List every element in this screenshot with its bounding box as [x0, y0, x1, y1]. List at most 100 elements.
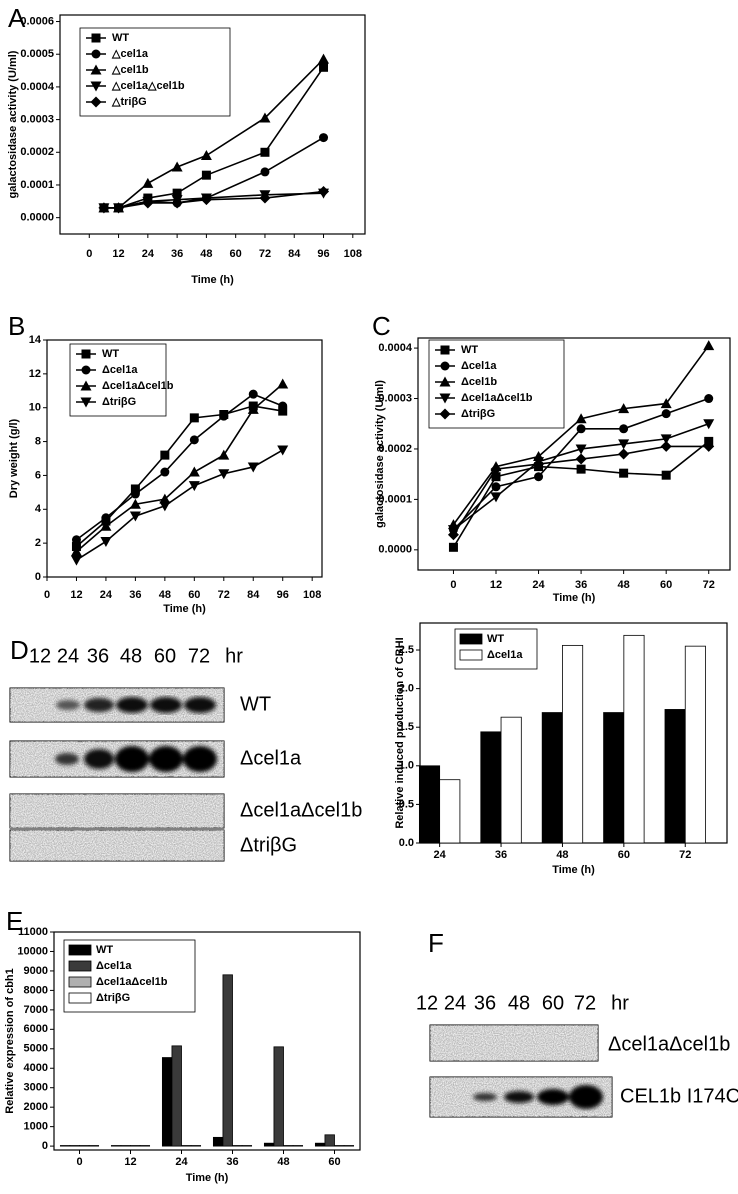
marker: [98, 202, 110, 214]
x-tick-label: 84: [247, 589, 260, 601]
y-tick-label: 0.0: [399, 837, 414, 849]
x-tick-label: 24: [142, 248, 155, 260]
x-axis-label: Time (h): [191, 274, 234, 286]
marker: [171, 161, 183, 172]
bar: [480, 731, 502, 844]
lane-label: 24: [444, 992, 466, 1014]
panel-letter: C: [372, 311, 391, 341]
y-tick-label: 0.0000: [378, 544, 412, 556]
marker: [218, 469, 230, 480]
y-tick-label: 8: [35, 435, 41, 447]
marker: [80, 380, 92, 391]
band: [150, 697, 182, 713]
band: [504, 1091, 534, 1103]
marker: [159, 493, 171, 504]
marker: [142, 197, 154, 209]
marker: [70, 555, 82, 566]
x-axis-label: Time (h): [186, 1172, 229, 1184]
legend-label: WT: [102, 348, 119, 360]
marker: [260, 167, 270, 177]
x-tick-label: 96: [277, 589, 289, 601]
legend-label: WT: [487, 633, 504, 645]
y-tick-label: 2000: [24, 1101, 48, 1113]
legend-swatch: [68, 960, 92, 972]
x-tick-label: 12: [490, 579, 502, 591]
y-tick-label: 1.0: [399, 760, 414, 772]
marker: [160, 450, 170, 460]
bar: [139, 1145, 151, 1147]
row-label: Δcel1aΔcel1b: [240, 799, 362, 821]
lane-label: 12: [416, 992, 438, 1014]
x-tick-label: 84: [288, 248, 301, 260]
bar: [684, 645, 706, 844]
legend-swatch: [68, 992, 92, 1004]
bands: [473, 1085, 603, 1109]
marker: [247, 403, 259, 414]
bar: [263, 1142, 275, 1147]
legend-label: WT: [96, 944, 113, 956]
panel-letter: E: [6, 906, 23, 936]
marker: [90, 96, 102, 108]
y-tick-label: 0.0005: [20, 48, 54, 60]
y-tick-label: 2: [35, 537, 41, 549]
legend-label: Δcel1aΔcel1b: [102, 380, 174, 392]
y-tick-label: 0.0004: [20, 81, 55, 93]
marker: [491, 472, 501, 482]
lane-label: 48: [508, 992, 530, 1014]
marker: [142, 177, 154, 188]
legend-label: Δcel1a: [461, 360, 497, 372]
x-tick-label: 60: [328, 1156, 340, 1168]
y-tick-label: 6: [35, 469, 41, 481]
x-tick-label: 60: [618, 849, 630, 861]
marker: [439, 393, 451, 404]
bar: [439, 779, 461, 844]
legend-label: WT: [461, 344, 478, 356]
bar: [110, 1145, 122, 1147]
marker: [703, 440, 715, 452]
x-tick-label: 108: [344, 248, 362, 260]
marker: [70, 546, 82, 557]
panel-letter: D: [10, 635, 29, 665]
legend-label: ΔtriβG: [461, 408, 495, 420]
marker: [319, 133, 329, 143]
y-tick-label: 2.5: [399, 644, 414, 656]
bar: [212, 1136, 224, 1147]
marker: [101, 513, 111, 523]
legend-label: △triβG: [111, 96, 147, 108]
band: [84, 749, 114, 769]
series-line: [75, 393, 284, 541]
marker: [704, 394, 714, 404]
y-tick-label: 0.5: [399, 798, 414, 810]
y-axis-label: galactosidase activity (U/ml): [374, 380, 386, 528]
marker: [188, 466, 200, 477]
bar: [232, 1145, 243, 1147]
marker: [618, 403, 630, 414]
y-tick-label: 5000: [24, 1043, 48, 1055]
x-tick-label: 60: [660, 579, 672, 591]
x-tick-label: 0: [450, 579, 456, 591]
bar: [292, 1145, 304, 1147]
x-tick-label: 96: [317, 248, 329, 260]
legend-box: [79, 27, 231, 117]
x-tick-label: 72: [679, 849, 691, 861]
y-tick-label: 0: [42, 1140, 48, 1152]
band: [55, 753, 79, 765]
y-tick-label: 10: [29, 402, 41, 414]
y-tick-label: 0.0000: [20, 212, 54, 224]
marker: [259, 192, 271, 204]
lane-label: 72: [574, 992, 596, 1014]
plot-frame: [59, 14, 366, 235]
marker: [439, 376, 451, 387]
blot-f: F 12 24 36 48 60 72 hr Δcel1aΔcel1b CEL1…: [416, 928, 738, 1118]
x-tick-label: 0: [44, 589, 50, 601]
marker: [490, 463, 502, 475]
marker: [533, 458, 545, 470]
marker: [247, 462, 259, 473]
marker: [575, 444, 587, 455]
legend-swatch: [459, 633, 483, 645]
legend-label: Δcel1aΔcel1b: [96, 976, 168, 988]
lane-label: 48: [120, 645, 142, 667]
bar: [664, 709, 686, 844]
marker: [188, 481, 200, 492]
bar: [623, 634, 645, 844]
